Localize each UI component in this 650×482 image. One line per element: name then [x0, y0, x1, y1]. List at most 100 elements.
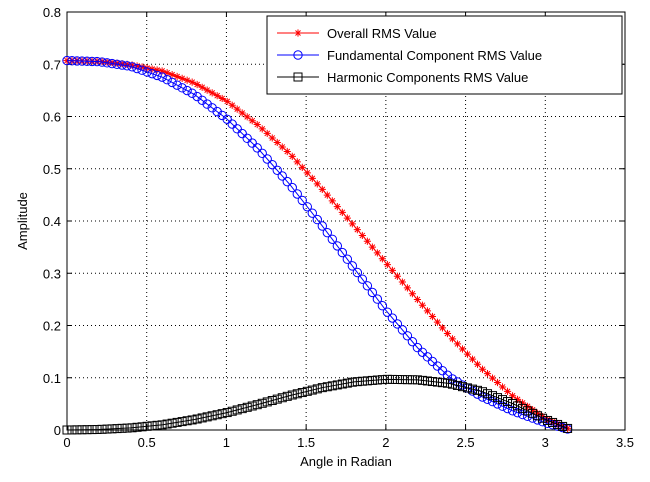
- asterisk-marker: [508, 392, 517, 400]
- asterisk-marker: [168, 71, 176, 79]
- square-marker: [257, 398, 267, 408]
- circle-marker: [342, 254, 353, 264]
- circle-marker: [152, 70, 162, 81]
- circle-marker: [332, 241, 343, 251]
- circle-marker: [112, 59, 122, 70]
- square-marker: [558, 421, 568, 431]
- square-marker: [282, 391, 292, 401]
- square-marker: [62, 425, 72, 435]
- asterisk-marker: [438, 324, 447, 332]
- x-tick-label: 2.5: [457, 435, 475, 450]
- y-axis-label: Amplitude: [15, 192, 30, 250]
- asterisk-marker: [448, 335, 457, 343]
- square-marker: [483, 389, 493, 399]
- asterisk-marker: [213, 92, 221, 100]
- circle-marker: [412, 342, 423, 353]
- square-marker: [337, 379, 347, 389]
- square-marker: [167, 418, 177, 428]
- circle-marker: [293, 50, 303, 60]
- asterisk-marker: [518, 399, 527, 407]
- asterisk-marker: [108, 59, 116, 67]
- square-marker: [172, 417, 182, 427]
- square-marker: [357, 376, 367, 386]
- square-marker: [427, 377, 437, 387]
- circle-marker: [182, 85, 192, 96]
- legend-label: Fundamental Component RMS Value: [327, 48, 542, 63]
- asterisk-marker: [188, 78, 196, 86]
- asterisk-marker: [393, 272, 401, 280]
- square-marker: [212, 410, 222, 420]
- square-marker: [362, 376, 372, 386]
- asterisk-marker: [298, 163, 306, 171]
- asterisk-marker: [198, 83, 206, 91]
- square-marker: [287, 390, 297, 400]
- x-tick-label: 3.5: [616, 435, 634, 450]
- circle-marker: [117, 60, 127, 70]
- square-marker: [503, 397, 513, 407]
- square-marker: [127, 423, 137, 433]
- square-marker: [382, 374, 392, 384]
- asterisk-marker: [333, 203, 341, 211]
- series-2: [62, 374, 573, 435]
- circle-marker: [227, 119, 237, 129]
- square-marker: [207, 411, 217, 421]
- y-tick-label: 0.5: [43, 162, 61, 177]
- circle-marker: [127, 62, 137, 72]
- asterisk-marker: [193, 80, 201, 89]
- asterisk-marker: [223, 97, 231, 106]
- legend-item: Overall RMS Value: [277, 26, 437, 41]
- square-marker: [92, 425, 102, 435]
- circle-marker: [277, 171, 287, 181]
- asterisk-marker: [288, 152, 296, 160]
- circle-marker: [362, 281, 373, 291]
- asterisk-marker: [468, 355, 477, 363]
- circle-marker: [257, 148, 267, 159]
- square-marker: [132, 422, 142, 432]
- asterisk-marker: [173, 72, 181, 81]
- circle-marker: [177, 83, 187, 93]
- y-tick-label: 0.2: [43, 319, 61, 334]
- square-marker: [112, 424, 122, 434]
- circle-marker: [397, 325, 408, 335]
- square-marker: [152, 420, 162, 430]
- circle-marker: [102, 58, 112, 68]
- asterisk-marker: [408, 290, 417, 298]
- square-marker: [508, 399, 518, 409]
- asterisk-marker: [493, 378, 502, 387]
- asterisk-marker: [538, 413, 547, 421]
- circle-marker: [302, 202, 312, 212]
- circle-marker: [237, 128, 247, 139]
- square-marker: [498, 395, 508, 405]
- asterisk-marker: [463, 350, 472, 358]
- square-marker: [397, 375, 407, 385]
- x-tick-label: 3: [542, 435, 549, 450]
- series-line: [66, 378, 568, 431]
- square-marker: [232, 405, 242, 415]
- square-marker: [342, 378, 352, 388]
- asterisk-marker: [548, 418, 557, 426]
- square-marker: [447, 379, 457, 389]
- asterisk-marker: [98, 57, 106, 66]
- square-marker: [563, 423, 573, 433]
- asterisk-marker: [253, 120, 261, 129]
- asterisk-marker: [383, 260, 391, 269]
- y-tick-label: 0.1: [43, 371, 61, 386]
- square-marker: [422, 376, 432, 386]
- asterisk-marker: [498, 383, 507, 391]
- square-marker: [227, 406, 237, 416]
- asterisk-marker: [293, 158, 301, 166]
- square-marker: [518, 403, 528, 413]
- circle-marker: [347, 261, 358, 271]
- asterisk-marker: [273, 138, 281, 147]
- x-tick-label: 1: [223, 435, 230, 450]
- square-marker: [417, 375, 427, 385]
- square-marker: [402, 375, 412, 385]
- asterisk-marker: [353, 226, 361, 234]
- x-axis-label: Angle in Radian: [300, 454, 392, 469]
- asterisk-marker: [418, 301, 427, 309]
- square-marker: [533, 411, 543, 421]
- square-marker: [293, 72, 303, 82]
- square-marker: [292, 389, 302, 399]
- asterisk-marker: [228, 101, 236, 109]
- square-marker: [157, 420, 167, 430]
